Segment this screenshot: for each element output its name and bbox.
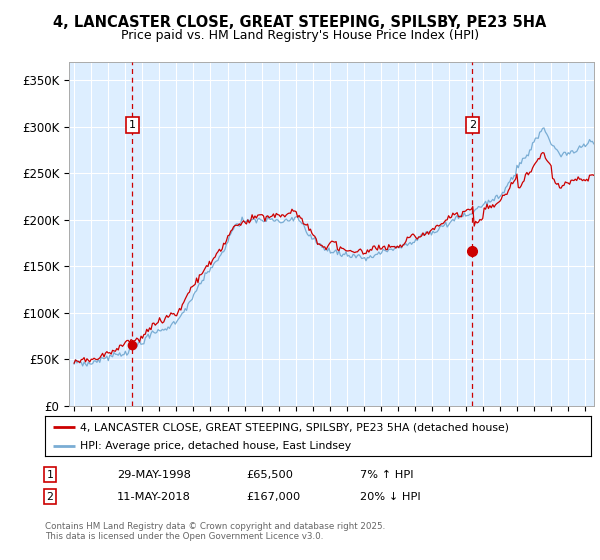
Text: £65,500: £65,500 [246,470,293,480]
Text: Contains HM Land Registry data © Crown copyright and database right 2025.
This d: Contains HM Land Registry data © Crown c… [45,522,385,542]
Text: 11-MAY-2018: 11-MAY-2018 [117,492,191,502]
Text: 4, LANCASTER CLOSE, GREAT STEEPING, SPILSBY, PE23 5HA (detached house): 4, LANCASTER CLOSE, GREAT STEEPING, SPIL… [80,422,509,432]
Text: Price paid vs. HM Land Registry's House Price Index (HPI): Price paid vs. HM Land Registry's House … [121,29,479,42]
Text: 29-MAY-1998: 29-MAY-1998 [117,470,191,480]
Text: HPI: Average price, detached house, East Lindsey: HPI: Average price, detached house, East… [80,441,352,451]
Text: 2: 2 [46,492,53,502]
Text: 1: 1 [129,120,136,130]
Text: 4, LANCASTER CLOSE, GREAT STEEPING, SPILSBY, PE23 5HA: 4, LANCASTER CLOSE, GREAT STEEPING, SPIL… [53,15,547,30]
Text: 2: 2 [469,120,476,130]
Text: £167,000: £167,000 [246,492,300,502]
Text: 1: 1 [46,470,53,480]
Text: 20% ↓ HPI: 20% ↓ HPI [360,492,421,502]
Text: 7% ↑ HPI: 7% ↑ HPI [360,470,413,480]
